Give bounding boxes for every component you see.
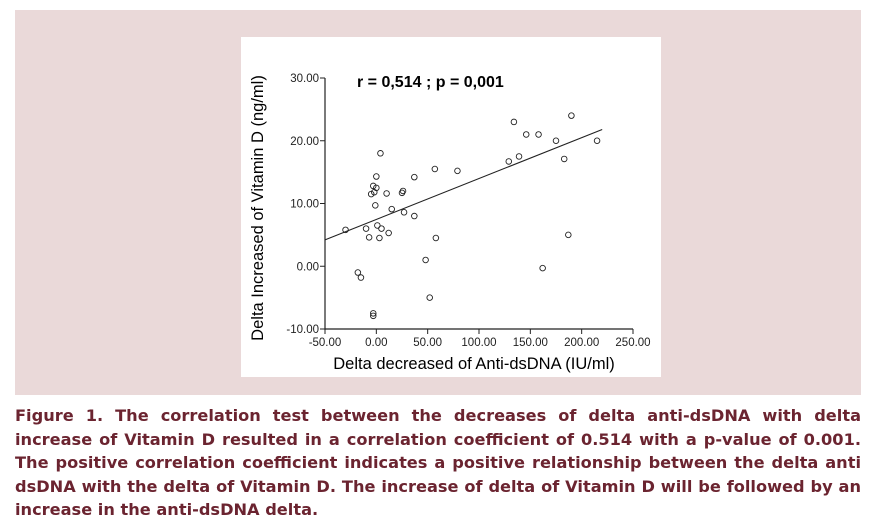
data-point [505, 158, 513, 165]
data-point [385, 229, 392, 237]
y-tick-label: 30.00 [290, 73, 319, 85]
data-point [357, 274, 365, 281]
data-point [593, 137, 601, 144]
data-point [411, 173, 418, 181]
data-point [426, 294, 433, 301]
x-tick-label: 150.00 [513, 337, 548, 349]
data-point [373, 184, 380, 192]
data-point [552, 137, 560, 144]
data-point [342, 226, 349, 234]
x-tick-label: 0.00 [365, 337, 387, 349]
x-axis-title: Delta decreased of Anti-dsDNA (IU/ml) [333, 355, 615, 373]
regression-line-group [324, 128, 603, 241]
data-point [422, 256, 429, 264]
data-point [372, 202, 379, 209]
data-point [454, 167, 461, 175]
data-point [432, 234, 440, 242]
y-tick-label: 10.00 [290, 199, 319, 211]
axes [324, 78, 633, 330]
data-point [560, 155, 568, 163]
chart-area: -10.00 0.00 10.00 20.00 30.00 -50.00 0.00 50.00… [241, 37, 661, 377]
data-point [365, 234, 373, 241]
data-point [515, 153, 523, 160]
data-point [510, 118, 518, 126]
regression-line [324, 128, 603, 241]
x-tick-label: 100.00 [461, 337, 496, 349]
y-tick-label: 0.00 [297, 261, 319, 273]
scatter-plot: -10.00 0.00 10.00 20.00 30.00 -50.00 0.00 50.00… [249, 73, 651, 373]
figure-panel: -10.00 0.00 10.00 20.00 30.00 -50.00 0.00 50.00… [15, 10, 861, 395]
y-axis-title: Delta Increased of Vitamin D (ng/ml) [249, 75, 267, 341]
data-point [378, 225, 385, 232]
data-point [535, 131, 542, 138]
x-tick-label: 200.00 [564, 337, 599, 349]
data-point [373, 173, 380, 180]
x-tick-label: 50.00 [413, 337, 442, 349]
data-point [377, 150, 384, 157]
data-point [539, 264, 546, 272]
data-point [370, 312, 377, 320]
data-point [370, 310, 377, 317]
data-point [362, 225, 370, 232]
data-point [411, 212, 418, 220]
data-point [522, 131, 530, 138]
y-tick-label: 20.00 [290, 136, 319, 148]
data-point [400, 209, 408, 216]
ticks: -10.00 0.00 10.00 20.00 30.00 -50.00 0.00 50.00… [286, 73, 650, 349]
data-point [568, 112, 575, 119]
x-tick-label: -50.00 [309, 337, 342, 349]
figure-caption: Figure 1. The correlation test between t… [15, 406, 861, 519]
data-point [388, 205, 395, 213]
data-points [342, 112, 601, 320]
data-point [399, 187, 407, 195]
correlation-annotation: r = 0,514 ; p = 0,001 [357, 74, 504, 91]
x-tick-label: 250.00 [615, 337, 650, 349]
data-point [376, 234, 383, 242]
y-tick-label: -10.00 [286, 324, 319, 336]
data-point [374, 222, 381, 229]
data-point [354, 269, 362, 276]
data-point [565, 231, 572, 239]
data-point [383, 190, 390, 197]
data-point [431, 165, 439, 173]
